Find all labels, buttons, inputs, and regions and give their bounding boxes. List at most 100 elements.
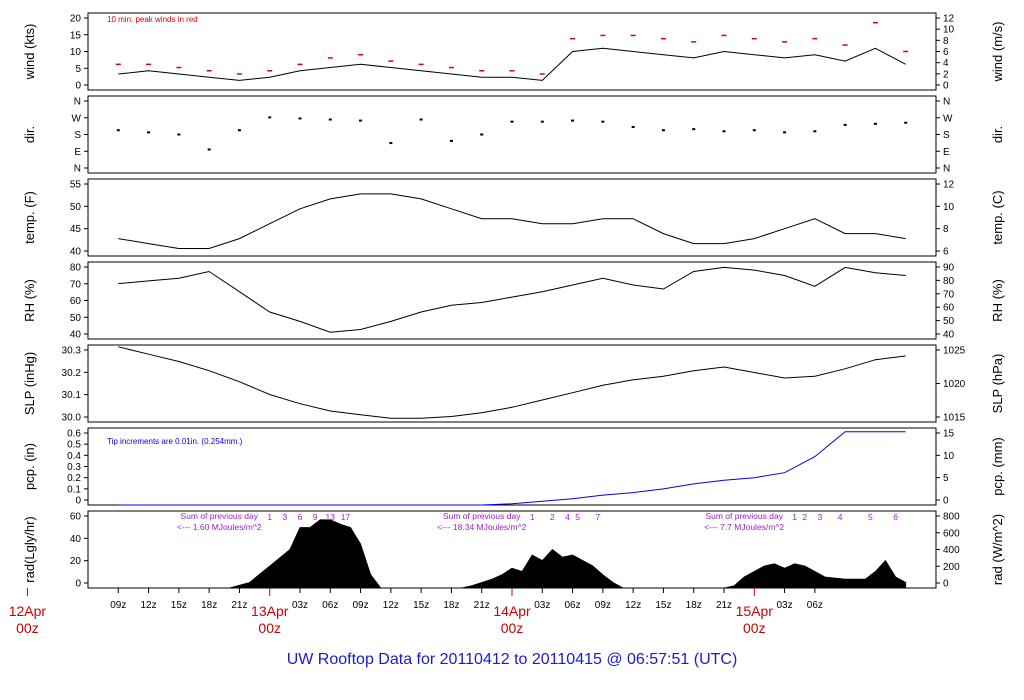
- temp-ytick-left-label: 45: [70, 224, 82, 235]
- dir-ytick-left-label: N: [74, 97, 81, 108]
- slp-series-line: [118, 346, 906, 419]
- dir-ytick-right-label: E: [943, 147, 950, 158]
- rh-series-line: [118, 266, 906, 333]
- wind-ytick-right-label: 10: [943, 25, 955, 36]
- dir-point: [843, 123, 847, 126]
- temp-ytick-right-label: 10: [943, 202, 955, 213]
- slp-ytick-right-label: 1020: [943, 379, 966, 390]
- dir-point: [873, 122, 877, 125]
- wind-ytick-right-label: 2: [943, 69, 949, 80]
- rh-ytick-right-label: 80: [943, 276, 955, 287]
- rad-hour-label: 9: [313, 512, 318, 522]
- wind-ytick-left-label: 20: [70, 14, 82, 25]
- rh-ytick-left-label: 40: [70, 330, 82, 341]
- dir-ytick-right-label: N: [943, 97, 950, 108]
- xtick-label: 12z: [383, 600, 399, 611]
- rh-ytick-left-label: 60: [70, 296, 82, 307]
- dir-ytick-right-label: S: [943, 130, 950, 141]
- slp-ytick-left-label: 30.2: [62, 368, 82, 379]
- slp-ytick-left-label: 30.1: [62, 390, 82, 401]
- slp-frame: [87, 344, 937, 423]
- pcp-annotation: Tip increments are 0.01in. (0.254mm.): [107, 437, 243, 446]
- dir-point: [419, 118, 423, 121]
- rh-ytick-right-label: 40: [943, 330, 955, 341]
- pcp-ylabel-right: pcp. (mm): [990, 437, 1005, 496]
- dir-point: [268, 116, 272, 119]
- pcp-ytick-left-label: 0.4: [67, 451, 81, 462]
- rh-ylabel-right: RH (%): [990, 279, 1005, 322]
- wind-series-line: [118, 47, 906, 81]
- rad-hour-label: 17: [341, 512, 351, 522]
- rad-ytick-right-label: 200: [943, 562, 960, 573]
- temp-ylabel-left: temp. (F): [22, 191, 37, 244]
- slp-ytick-right-label: 1015: [943, 413, 966, 424]
- rad-ytick-left-label: 0: [75, 579, 81, 590]
- rad-hour-label: 7: [595, 512, 600, 522]
- rad-ytick-right-label: 800: [943, 512, 960, 523]
- dir-point: [449, 139, 453, 142]
- rad-series-area: [118, 519, 907, 589]
- xtick-label: 18z: [443, 600, 459, 611]
- wind-ytick-left-label: 5: [75, 64, 81, 75]
- temp-series-line: [118, 193, 906, 249]
- dir-point: [389, 142, 393, 145]
- dir-point: [359, 119, 363, 122]
- dir-ytick-left-label: E: [74, 147, 81, 158]
- rad-hour-label: 1: [267, 512, 272, 522]
- xtick-label: 03z: [534, 600, 550, 611]
- dir-frame: [87, 95, 937, 174]
- wind-ytick-right-label: 6: [943, 47, 949, 58]
- xtick-label: 09z: [353, 600, 369, 611]
- temp-ytick-right-label: 6: [943, 247, 949, 258]
- dir-ytick-right-label: W: [943, 113, 953, 124]
- day-label-date: 15Apr: [736, 603, 774, 619]
- slp-ytick-right-label: 1025: [943, 346, 966, 357]
- xtick-label: 15z: [413, 600, 429, 611]
- dir-point: [722, 130, 726, 133]
- dir-point: [752, 129, 756, 132]
- wind-ylabel-right: wind (m/s): [990, 22, 1005, 83]
- temp-ylabel-right: temp. (C): [990, 190, 1005, 244]
- dir-point: [207, 148, 211, 151]
- rad-daysum-line2: <--- 7.7 MJoules/m^2: [704, 522, 784, 532]
- rh-ytick-right-label: 90: [943, 263, 955, 274]
- xtick-label: 03z: [777, 600, 793, 611]
- dir-ytick-left-label: N: [74, 164, 81, 175]
- xtick-label: 21z: [231, 600, 247, 611]
- rad-ytick-right-label: 400: [943, 545, 960, 556]
- xtick-label: 06z: [807, 600, 823, 611]
- rh-ytick-left-label: 80: [70, 263, 82, 274]
- day-label-date: 13Apr: [251, 603, 289, 619]
- rad-ylabel-left: rad(Lgly/hr): [22, 516, 37, 582]
- dir-point: [661, 129, 665, 132]
- rad-hour-label: 1: [530, 512, 535, 522]
- pcp-ytick-right-label: 0: [943, 496, 949, 507]
- dir-ytick-left-label: S: [74, 130, 81, 141]
- pcp-ytick-left-label: 0.5: [67, 440, 81, 451]
- xtick-label: 09z: [595, 600, 611, 611]
- dir-ylabel-left: dir.: [22, 126, 37, 143]
- rh-ytick-right-label: 70: [943, 289, 955, 300]
- rad-hour-label: 5: [868, 512, 873, 522]
- rad-daysum-line1: Sum of previous day: [705, 511, 783, 521]
- rad-hour-label: 2: [802, 512, 807, 522]
- dir-point: [813, 130, 817, 133]
- xtick-label: 06z: [565, 600, 581, 611]
- wind-ylabel-left: wind (kts): [22, 24, 37, 81]
- rh-ylabel-left: RH (%): [22, 279, 37, 322]
- wind-ytick-right-label: 12: [943, 14, 955, 25]
- xtick-label: 15z: [171, 600, 187, 611]
- rad-hour-label: 4: [565, 512, 570, 522]
- rad-hour-label: 13: [326, 512, 336, 522]
- wind-annotation: 10 min. peak winds in red: [107, 15, 198, 24]
- rad-ytick-right-label: 600: [943, 528, 960, 539]
- slp-ytick-left-label: 30.0: [62, 413, 82, 424]
- xtick-label: 21z: [474, 600, 490, 611]
- slp-ylabel-left: SLP (inHg): [22, 352, 37, 415]
- rad-daysum-line2: <--- 1.60 MJoules/m^2: [177, 522, 262, 532]
- dir-ytick-right-label: N: [943, 164, 950, 175]
- rad-hour-label: 5: [575, 512, 580, 522]
- wind-ytick-right-label: 0: [943, 81, 949, 92]
- rad-ytick-left-label: 60: [70, 512, 82, 523]
